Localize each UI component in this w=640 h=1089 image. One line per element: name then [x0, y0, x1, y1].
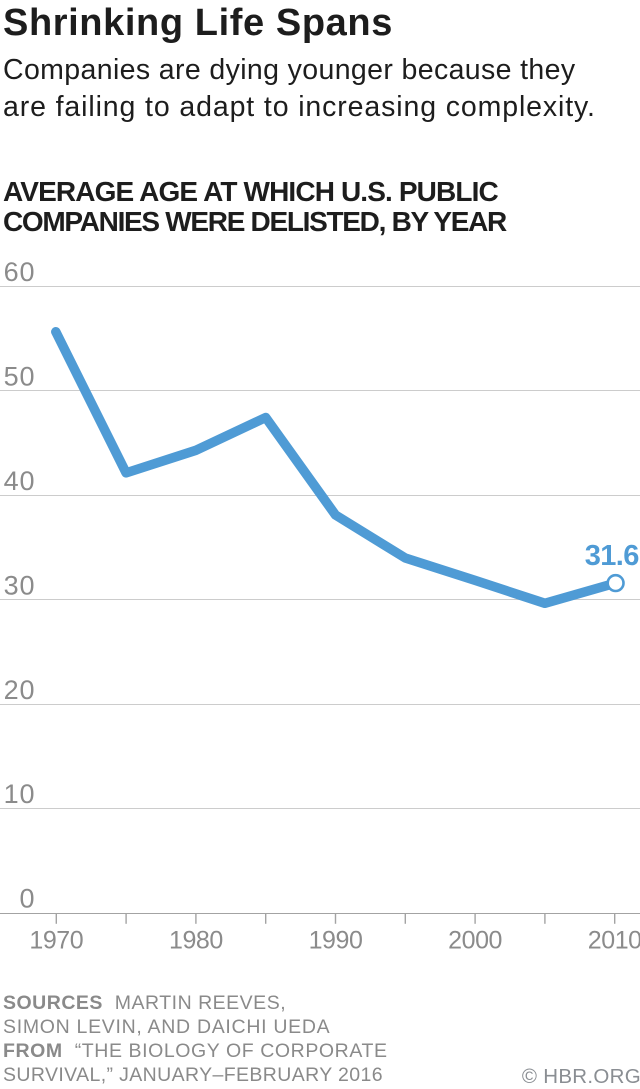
svg-text:1980: 1980 [169, 926, 223, 954]
svg-text:60: 60 [4, 257, 36, 287]
svg-text:40: 40 [4, 466, 36, 496]
svg-text:10: 10 [4, 779, 36, 809]
svg-text:1970: 1970 [29, 926, 83, 954]
svg-text:31.6: 31.6 [585, 540, 640, 572]
svg-text:50: 50 [4, 361, 36, 391]
svg-text:20: 20 [4, 675, 36, 705]
svg-text:0: 0 [19, 884, 35, 914]
svg-text:1990: 1990 [309, 926, 363, 954]
svg-text:2010: 2010 [588, 926, 640, 954]
svg-text:30: 30 [4, 570, 36, 600]
svg-text:2000: 2000 [448, 926, 502, 954]
